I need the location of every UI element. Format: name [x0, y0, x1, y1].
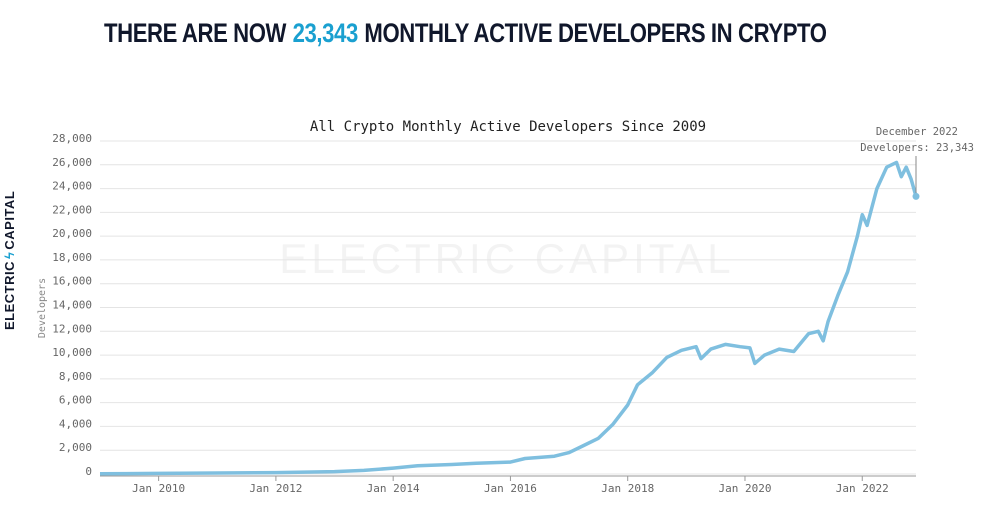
headline: THERE ARE NOW 23,343 MONTHLY ACTIVE DEVELO…	[104, 18, 827, 49]
headline-text: THERE ARE NOW	[104, 18, 287, 48]
x-tick-label: Jan 2014	[367, 482, 420, 495]
data-line	[99, 160, 918, 476]
x-tick-label: Jan 2010	[132, 482, 185, 495]
y-tick-label: 22,000	[52, 203, 92, 216]
x-tick-label: Jan 2022	[836, 482, 889, 495]
last-point	[912, 192, 920, 200]
chart-title: All Crypto Monthly Active Developers Sin…	[310, 119, 706, 135]
y-tick-label: 2,000	[59, 441, 92, 454]
y-axis-label: Developers	[37, 278, 48, 338]
y-tick-label: 6,000	[59, 394, 92, 407]
y-tick-label: 26,000	[52, 156, 92, 169]
annotation-date: December 2022	[876, 126, 958, 138]
y-tick-label: 20,000	[52, 227, 92, 240]
y-tick-label: 8,000	[59, 370, 92, 383]
y-tick-label: 16,000	[52, 275, 92, 288]
annotation-value: Developers: 23,343	[860, 142, 974, 154]
watermark: ELECTRIC CAPITAL	[279, 235, 734, 282]
y-tick-label: 18,000	[52, 251, 92, 264]
y-tick-label: 24,000	[52, 180, 92, 193]
y-tick-label: 28,000	[52, 132, 92, 145]
y-tick-label: 0	[85, 465, 92, 478]
headline-text: MONTHLY ACTIVE DEVELOPERS IN CRYPTO	[364, 18, 827, 48]
y-tick-label: 12,000	[52, 322, 92, 335]
x-tick-label: Jan 2016	[484, 482, 537, 495]
x-tick-label: Jan 2020	[718, 482, 771, 495]
headline-highlight: 23,343	[292, 18, 359, 48]
x-tick-label: Jan 2018	[601, 482, 654, 495]
x-tick-label: Jan 2012	[249, 482, 302, 495]
y-tick-label: 10,000	[52, 346, 92, 359]
y-tick-label: 14,000	[52, 299, 92, 312]
y-tick-label: 4,000	[59, 417, 92, 430]
